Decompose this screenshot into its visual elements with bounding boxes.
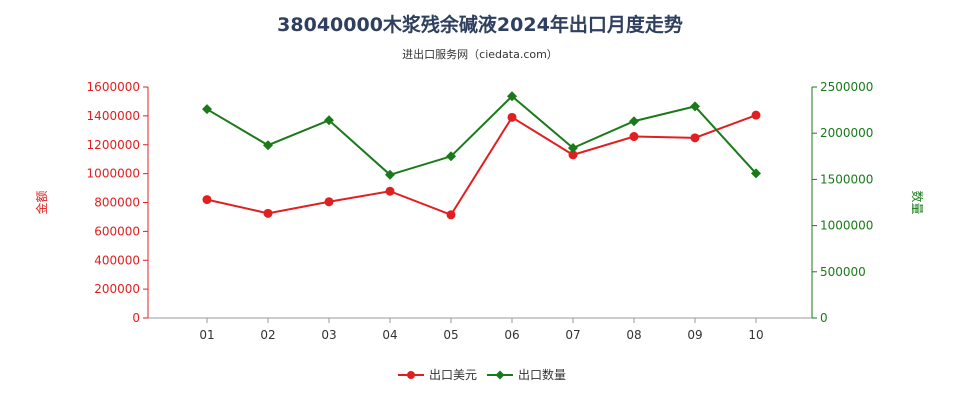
right-tick-label: 1500000 (820, 172, 873, 186)
data-point-diamond (385, 169, 395, 180)
data-point-diamond (629, 116, 639, 127)
series-layer (202, 91, 761, 220)
data-point-diamond (751, 168, 761, 179)
data-point-circle (751, 110, 761, 120)
legend-swatch-marker (407, 371, 415, 379)
data-point-diamond (263, 140, 273, 151)
x-tick-label: 02 (260, 328, 275, 342)
x-tick-label: 07 (565, 328, 580, 342)
data-point-circle (507, 112, 517, 122)
data-point-diamond (324, 115, 334, 126)
right-tick-label: 2000000 (820, 126, 873, 140)
data-point-diamond (690, 101, 700, 112)
data-point-diamond (568, 142, 578, 153)
left-axis-title: 金额 (34, 190, 49, 214)
right-tick-label: 0 (820, 311, 828, 325)
data-point-circle (690, 133, 700, 143)
x-tick-label: 01 (199, 328, 214, 342)
series-line-1 (206, 114, 757, 217)
left-tick-label: 1200000 (87, 138, 140, 152)
x-tick-label: 09 (687, 328, 702, 342)
legend: 出口美元 出口数量 (398, 367, 566, 382)
data-point-circle (385, 186, 395, 196)
left-tick-label: 800000 (94, 196, 140, 210)
right-tick-label: 1000000 (820, 219, 873, 233)
data-point-circle (446, 210, 456, 220)
data-point-diamond (507, 91, 517, 102)
series-line-2 (206, 94, 757, 176)
x-tick-label: 06 (504, 328, 519, 342)
left-tick-label: 200000 (94, 282, 140, 296)
left-tick-label: 1600000 (87, 80, 140, 94)
axes-layer: 0 200000 400000 600000 800000 1000000 1200000 1… (34, 80, 925, 342)
data-point-circle (263, 208, 273, 218)
legend-label: 出口数量 (518, 367, 566, 382)
left-tick-label: 400000 (94, 253, 140, 267)
data-point-circle (629, 132, 639, 142)
data-point-diamond (446, 151, 456, 162)
left-tick-label: 600000 (94, 224, 140, 238)
x-tick-label: 04 (382, 328, 397, 342)
data-point-diamond (202, 104, 212, 115)
x-tick-label: 05 (443, 328, 458, 342)
x-tick-label: 08 (626, 328, 641, 342)
data-point-circle (568, 150, 578, 160)
right-axis-title: 数量 (910, 190, 925, 214)
left-tick-label: 0 (132, 311, 140, 325)
x-tick-label: 10 (748, 328, 763, 342)
chart-subtitle: 进出口服务网（ciedata.com） (402, 48, 558, 61)
right-tick-label: 2500000 (820, 80, 873, 94)
data-point-circle (324, 197, 334, 207)
chart-title: 38040000木浆残余碱液2024年出口月度走势 (277, 14, 683, 36)
data-point-circle (202, 195, 212, 205)
left-tick-label: 1000000 (87, 167, 140, 181)
right-tick-label: 500000 (820, 265, 866, 279)
legend-label: 出口美元 (429, 368, 477, 382)
left-tick-label: 1400000 (87, 109, 140, 123)
legend-swatch-marker (495, 370, 505, 380)
x-tick-label: 03 (321, 328, 336, 342)
